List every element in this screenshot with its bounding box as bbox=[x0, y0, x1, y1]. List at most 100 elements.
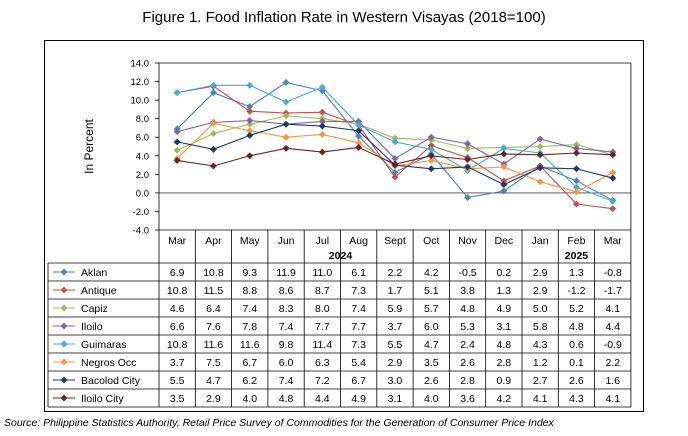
legend-entry: Iloilo City bbox=[81, 393, 124, 405]
data-table-cell: 1.3 bbox=[497, 285, 512, 297]
data-point bbox=[391, 173, 399, 181]
data-point bbox=[463, 155, 472, 164]
data-point bbox=[463, 144, 472, 152]
data-table-cell: 4.6 bbox=[170, 303, 185, 315]
data-point bbox=[246, 81, 254, 89]
data-table-cell: 0.9 bbox=[497, 375, 512, 387]
y-tick-label: 4.0 bbox=[136, 151, 149, 162]
data-point bbox=[536, 164, 544, 172]
legend-entry: Aklan bbox=[81, 267, 107, 279]
data-point bbox=[282, 78, 290, 87]
data-point bbox=[318, 130, 326, 138]
data-table-cell: 2.4 bbox=[460, 339, 475, 351]
y-tick-label: 2.0 bbox=[136, 170, 149, 181]
data-table-cell: 11.5 bbox=[204, 285, 224, 297]
data-table-cell: 6.3 bbox=[315, 357, 330, 369]
data-table-cell: 10.8 bbox=[167, 339, 188, 351]
data-table-cell: 4.9 bbox=[351, 393, 366, 405]
legend-key-marker bbox=[60, 304, 68, 312]
chart-title: Figure 1. Food Inflation Rate in Western… bbox=[142, 9, 546, 26]
data-table-cell: 2.2 bbox=[605, 357, 620, 369]
data-table-cell: 2.8 bbox=[460, 375, 475, 387]
data-table-cell: 5.2 bbox=[569, 303, 584, 315]
data-point bbox=[318, 122, 326, 130]
data-table-cell: 4.8 bbox=[569, 321, 584, 333]
data-table-cell: 8.8 bbox=[242, 285, 257, 297]
data-table-cell: 10.8 bbox=[167, 285, 188, 297]
y-tick-label: 6.0 bbox=[136, 133, 149, 144]
data-point bbox=[246, 152, 254, 160]
x-tick-label: May bbox=[240, 235, 261, 247]
data-table-cell: 4.4 bbox=[605, 321, 620, 333]
data-table-cell: 6.2 bbox=[242, 375, 257, 387]
data-table-cell: 3.7 bbox=[388, 321, 403, 333]
data-point bbox=[209, 145, 218, 153]
data-table-cell: 4.9 bbox=[497, 303, 512, 315]
x-tick-label: Mar bbox=[168, 235, 187, 247]
data-point bbox=[609, 174, 617, 182]
data-point bbox=[391, 160, 399, 168]
x-tick-label: Dec bbox=[495, 235, 514, 247]
legend-entry: Negros Occ bbox=[81, 357, 136, 369]
data-table-cell: 5.5 bbox=[388, 339, 403, 351]
x-tick-label: Jul bbox=[316, 235, 329, 247]
data-table-cell: 5.8 bbox=[533, 321, 548, 333]
y-tick-label: 0.0 bbox=[136, 188, 149, 199]
data-table-cell: 6.9 bbox=[170, 267, 185, 279]
data-point bbox=[246, 131, 254, 139]
data-table-cell: 6.7 bbox=[242, 357, 257, 369]
data-point bbox=[427, 156, 435, 164]
data-table-cell: 8.7 bbox=[315, 285, 330, 297]
data-point bbox=[572, 188, 581, 196]
data-point bbox=[572, 149, 581, 157]
data-point bbox=[246, 116, 254, 125]
data-table-cell: 5.4 bbox=[351, 357, 366, 369]
data-table-cell: 4.3 bbox=[569, 393, 584, 405]
data-table-cell: 3.6 bbox=[460, 393, 475, 405]
data-table-cell: 1.3 bbox=[569, 267, 584, 279]
data-table-cell: -0.5 bbox=[459, 267, 477, 279]
data-point bbox=[173, 146, 181, 154]
data-table-cell: 3.5 bbox=[424, 357, 439, 369]
data-table-cell: 4.2 bbox=[424, 267, 439, 279]
legend-entry: Capiz bbox=[81, 303, 108, 315]
data-point bbox=[318, 83, 326, 91]
data-point bbox=[536, 178, 544, 186]
data-table-cell: 11.0 bbox=[313, 267, 333, 279]
data-table-cell: 0.1 bbox=[569, 357, 584, 369]
data-point bbox=[209, 89, 218, 97]
data-table-cell: 8.3 bbox=[279, 303, 294, 315]
data-point bbox=[609, 151, 617, 159]
year-label: 2025 bbox=[565, 250, 589, 262]
legend-entry: Bacolod City bbox=[81, 375, 141, 387]
data-point bbox=[536, 135, 544, 143]
source-note: Source: Philippine Statistics Authority,… bbox=[4, 417, 554, 429]
data-point bbox=[500, 163, 508, 171]
data-point bbox=[282, 144, 290, 152]
data-table-cell: 6.1 bbox=[351, 267, 366, 279]
data-table-cell: 11.4 bbox=[313, 339, 333, 351]
data-table-cell: 0.6 bbox=[569, 339, 584, 351]
data-table-cell: 7.5 bbox=[206, 357, 221, 369]
data-table-cell: -0.8 bbox=[604, 267, 622, 279]
data-point bbox=[536, 142, 544, 151]
data-point bbox=[209, 162, 218, 170]
data-point bbox=[427, 133, 435, 141]
x-tick-label: Feb bbox=[567, 235, 585, 247]
data-table-cell: 7.2 bbox=[315, 375, 330, 387]
data-point bbox=[173, 156, 181, 164]
data-table-cell: -0.9 bbox=[604, 339, 622, 351]
data-point bbox=[391, 138, 399, 146]
data-table-cell: 11.6 bbox=[240, 339, 260, 351]
legend-key-marker bbox=[60, 358, 68, 366]
data-point bbox=[463, 163, 472, 171]
legend-key-marker bbox=[60, 268, 68, 276]
data-point bbox=[282, 112, 290, 120]
data-table-cell: 7.7 bbox=[315, 321, 330, 333]
data-point bbox=[427, 152, 435, 160]
data-table-cell: -1.7 bbox=[604, 285, 622, 297]
data-table-cell: 2.9 bbox=[206, 393, 221, 405]
data-table-cell: 5.3 bbox=[460, 321, 475, 333]
data-table-cell: -1.2 bbox=[567, 285, 585, 297]
data-table-cell: 6.7 bbox=[351, 375, 366, 387]
